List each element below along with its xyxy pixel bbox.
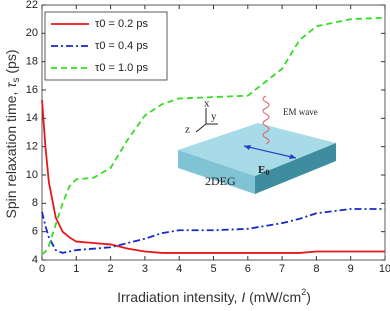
inset-x: x: [204, 98, 210, 110]
inset-field: E0: [258, 164, 269, 177]
y-tick-label: 12: [26, 141, 38, 153]
y-axis-label: Spin relaxation time, τs (ps): [3, 50, 22, 219]
x-tick-label: 4: [176, 263, 182, 275]
field-symbol: E: [258, 164, 265, 176]
inset-wave: EM wave: [283, 107, 318, 117]
em-wave: [262, 95, 270, 145]
y-tick-label: 22: [26, 0, 38, 11]
ylabel-sub: s: [11, 78, 22, 83]
y-tick-label: 16: [26, 84, 38, 96]
axis-arrow: [195, 123, 207, 133]
x-axis-label: Irradiation intensity, I (mW/cm2): [117, 287, 311, 304]
y-tick-label: 18: [26, 56, 38, 68]
arrow-head: [289, 154, 296, 159]
y-tick-label: 8: [32, 197, 38, 209]
x-tick-label: 0: [39, 263, 45, 275]
xlabel-symbol: I: [241, 289, 245, 305]
y-tick-label: 10: [26, 169, 38, 181]
x-tick-label: 9: [348, 263, 354, 275]
xlabel-sup: 2: [301, 287, 306, 297]
xlabel-unit: (mW/cm: [245, 289, 301, 305]
field-sub: 0: [265, 168, 269, 177]
y-tick-label: 6: [32, 226, 38, 238]
inset: x y z EM wave E0 2DEG: [178, 95, 336, 194]
xlabel-close: ): [306, 289, 311, 305]
x-tick-label: 10: [379, 263, 390, 275]
series-line: [41, 16, 386, 256]
legend-label: τ0 = 0.2 ps: [95, 18, 148, 30]
xlabel-text: Irradiation intensity,: [117, 289, 241, 305]
x-tick-label: 2: [108, 263, 114, 275]
arrow-head: [244, 145, 251, 150]
y-tick-label: 4: [32, 254, 38, 266]
x-tick-label: 1: [73, 263, 79, 275]
field-arrow: [243, 145, 297, 159]
legend-label: τ0 = 0.4 ps: [95, 40, 148, 52]
x-tick-label: 5: [210, 263, 216, 275]
legend-label: τ0 = 1.0 ps: [95, 62, 148, 74]
ylabel-unit: (ps): [3, 50, 19, 78]
ylabel-symbol: τ: [3, 82, 19, 88]
x-tick-label: 6: [245, 263, 251, 275]
y-tick-label: 20: [26, 27, 38, 39]
series-line: [41, 99, 385, 254]
slab-side: [255, 143, 336, 194]
y-tick-label: 14: [26, 112, 38, 124]
inset-y: y: [211, 111, 217, 123]
x-tick-label: 3: [142, 263, 148, 275]
ylabel-text: Spin relaxation time,: [3, 88, 19, 219]
x-tick-label: 8: [313, 263, 319, 275]
inset-z: z: [185, 124, 190, 136]
series-line: [41, 208, 385, 254]
inset-layer: 2DEG: [205, 174, 236, 188]
slab-front: [178, 150, 255, 194]
x-tick-label: 7: [279, 263, 285, 275]
